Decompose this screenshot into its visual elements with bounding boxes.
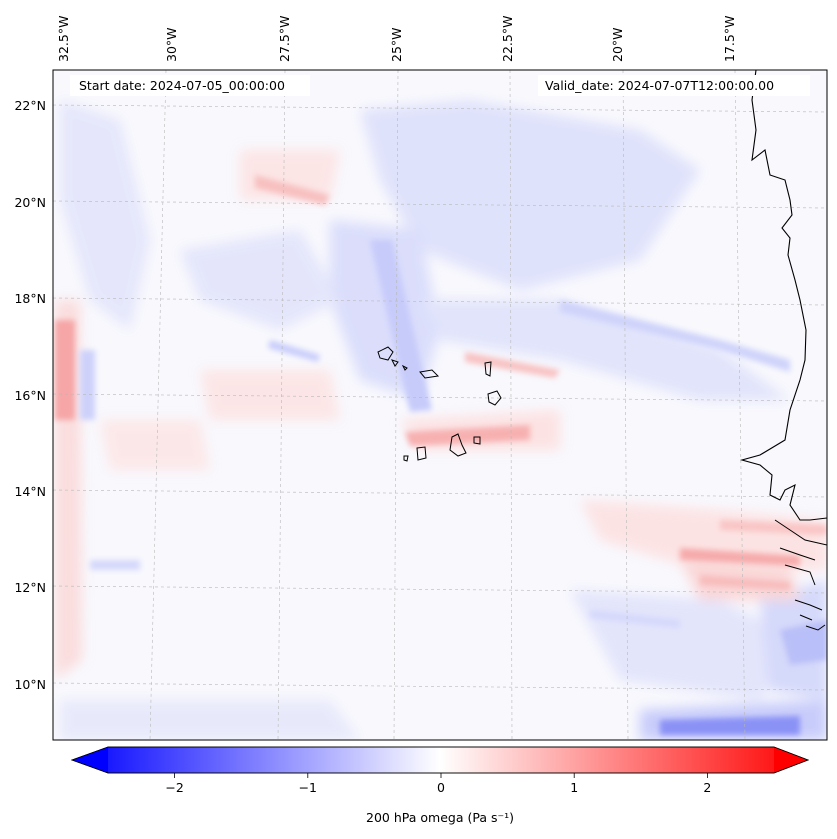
colorbar-tick-label: 1 <box>570 780 578 795</box>
colorbar-tick-label: 2 <box>703 780 711 795</box>
colorbar-tick-label: 0 <box>437 780 445 795</box>
cape-verde-islands <box>377 346 502 462</box>
colorbar-label: 200 hPa omega (Pa s⁻¹) <box>366 810 514 825</box>
lon-label-27-5w: 27.5°W <box>277 16 292 62</box>
colorbar-outline <box>70 746 810 774</box>
colorbar-bar <box>70 746 810 774</box>
gridlines <box>53 70 827 740</box>
guinea-coastline <box>774 519 827 631</box>
lon-label-20w: 20°W <box>610 27 625 62</box>
lat-label-18n: 18°N <box>14 291 46 306</box>
lon-label-22-5w: 22.5°W <box>500 16 515 62</box>
valid-date-label: Valid_date: 2024-07-07T12:00:00.00 <box>545 78 774 93</box>
colorbar-ticks: −2 −1 0 1 2 <box>165 773 711 795</box>
colorbar-tick-label: −2 <box>165 780 183 795</box>
lat-label-20n: 20°N <box>14 195 46 210</box>
lat-label-14n: 14°N <box>14 484 46 499</box>
latitude-labels: 22°N 20°N 18°N 16°N 14°N 12°N 10°N <box>14 98 46 692</box>
lat-label-22n: 22°N <box>14 98 46 113</box>
lat-label-10n: 10°N <box>14 677 46 692</box>
african-coastline <box>739 70 827 521</box>
lon-label-32-5w: 32.5°W <box>56 16 71 62</box>
start-date-box <box>70 75 310 96</box>
lon-label-25w: 25°W <box>389 27 404 62</box>
omega-field <box>53 70 827 740</box>
colorbar: −2 −1 0 1 2 200 hPa omega (Pa s⁻¹) <box>70 746 810 825</box>
colorbar-min-extend <box>72 747 108 773</box>
map-frame <box>52 69 828 741</box>
colorbar-max-extend <box>774 747 808 773</box>
lat-label-12n: 12°N <box>14 580 46 595</box>
valid-date-box <box>538 75 810 96</box>
colorbar-tick-label: −1 <box>299 780 317 795</box>
map-panel: Start date: 2024-07-05_00:00:00 Valid_da… <box>52 69 828 741</box>
start-date-label: Start date: 2024-07-05_00:00:00 <box>79 78 285 93</box>
lon-label-17-5w: 17.5°W <box>722 16 737 62</box>
longitude-labels: 32.5°W 30°W 27.5°W 25°W 22.5°W 20°W 17.5… <box>56 16 737 62</box>
lat-label-16n: 16°N <box>14 388 46 403</box>
lon-label-30w: 30°W <box>164 27 179 62</box>
